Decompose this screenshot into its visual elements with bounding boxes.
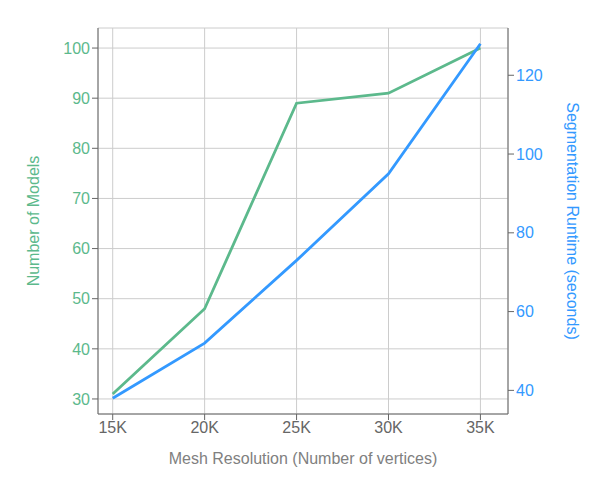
svg-text:40: 40: [72, 341, 90, 358]
svg-text:80: 80: [72, 140, 90, 157]
svg-text:30: 30: [72, 391, 90, 408]
svg-text:15K: 15K: [98, 419, 127, 436]
svg-text:60: 60: [72, 240, 90, 257]
svg-text:30K: 30K: [374, 419, 403, 436]
svg-text:90: 90: [72, 90, 90, 107]
svg-text:70: 70: [72, 190, 90, 207]
svg-text:Segmentation Runtime (seconds): Segmentation Runtime (seconds): [564, 102, 581, 339]
svg-text:100: 100: [63, 40, 90, 57]
svg-text:20K: 20K: [190, 419, 219, 436]
svg-text:Mesh Resolution (Number of ver: Mesh Resolution (Number of vertices): [169, 450, 438, 467]
svg-text:120: 120: [516, 67, 543, 84]
svg-text:Number of Models: Number of Models: [25, 156, 42, 287]
svg-text:80: 80: [516, 224, 534, 241]
svg-text:25K: 25K: [282, 419, 311, 436]
svg-text:50: 50: [72, 290, 90, 307]
svg-text:60: 60: [516, 303, 534, 320]
svg-text:35K: 35K: [466, 419, 495, 436]
svg-text:40: 40: [516, 382, 534, 399]
svg-text:100: 100: [516, 146, 543, 163]
